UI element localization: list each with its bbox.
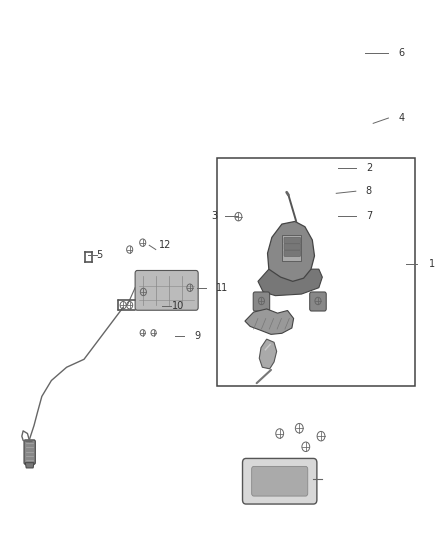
FancyBboxPatch shape [243, 458, 317, 504]
FancyBboxPatch shape [253, 292, 270, 311]
Polygon shape [268, 221, 314, 281]
Text: 8: 8 [366, 186, 372, 196]
Text: 5: 5 [96, 250, 102, 260]
Text: 9: 9 [194, 332, 200, 342]
Text: 4: 4 [399, 113, 405, 123]
Text: 1: 1 [429, 259, 435, 269]
Polygon shape [245, 309, 293, 334]
Text: 3: 3 [212, 211, 218, 221]
Text: 2: 2 [366, 164, 372, 173]
Text: 7: 7 [366, 211, 372, 221]
Text: 11: 11 [216, 282, 228, 293]
Text: 12: 12 [159, 240, 172, 251]
FancyBboxPatch shape [284, 244, 300, 250]
FancyBboxPatch shape [24, 440, 35, 464]
Polygon shape [25, 463, 34, 468]
FancyBboxPatch shape [284, 237, 300, 244]
Bar [217, 158, 414, 386]
FancyBboxPatch shape [252, 466, 308, 496]
Polygon shape [259, 339, 277, 369]
Polygon shape [258, 269, 322, 296]
FancyBboxPatch shape [135, 270, 198, 310]
FancyBboxPatch shape [284, 250, 300, 256]
Polygon shape [282, 235, 301, 261]
Text: 6: 6 [399, 49, 405, 58]
Text: 10: 10 [172, 301, 184, 311]
FancyBboxPatch shape [310, 292, 326, 311]
